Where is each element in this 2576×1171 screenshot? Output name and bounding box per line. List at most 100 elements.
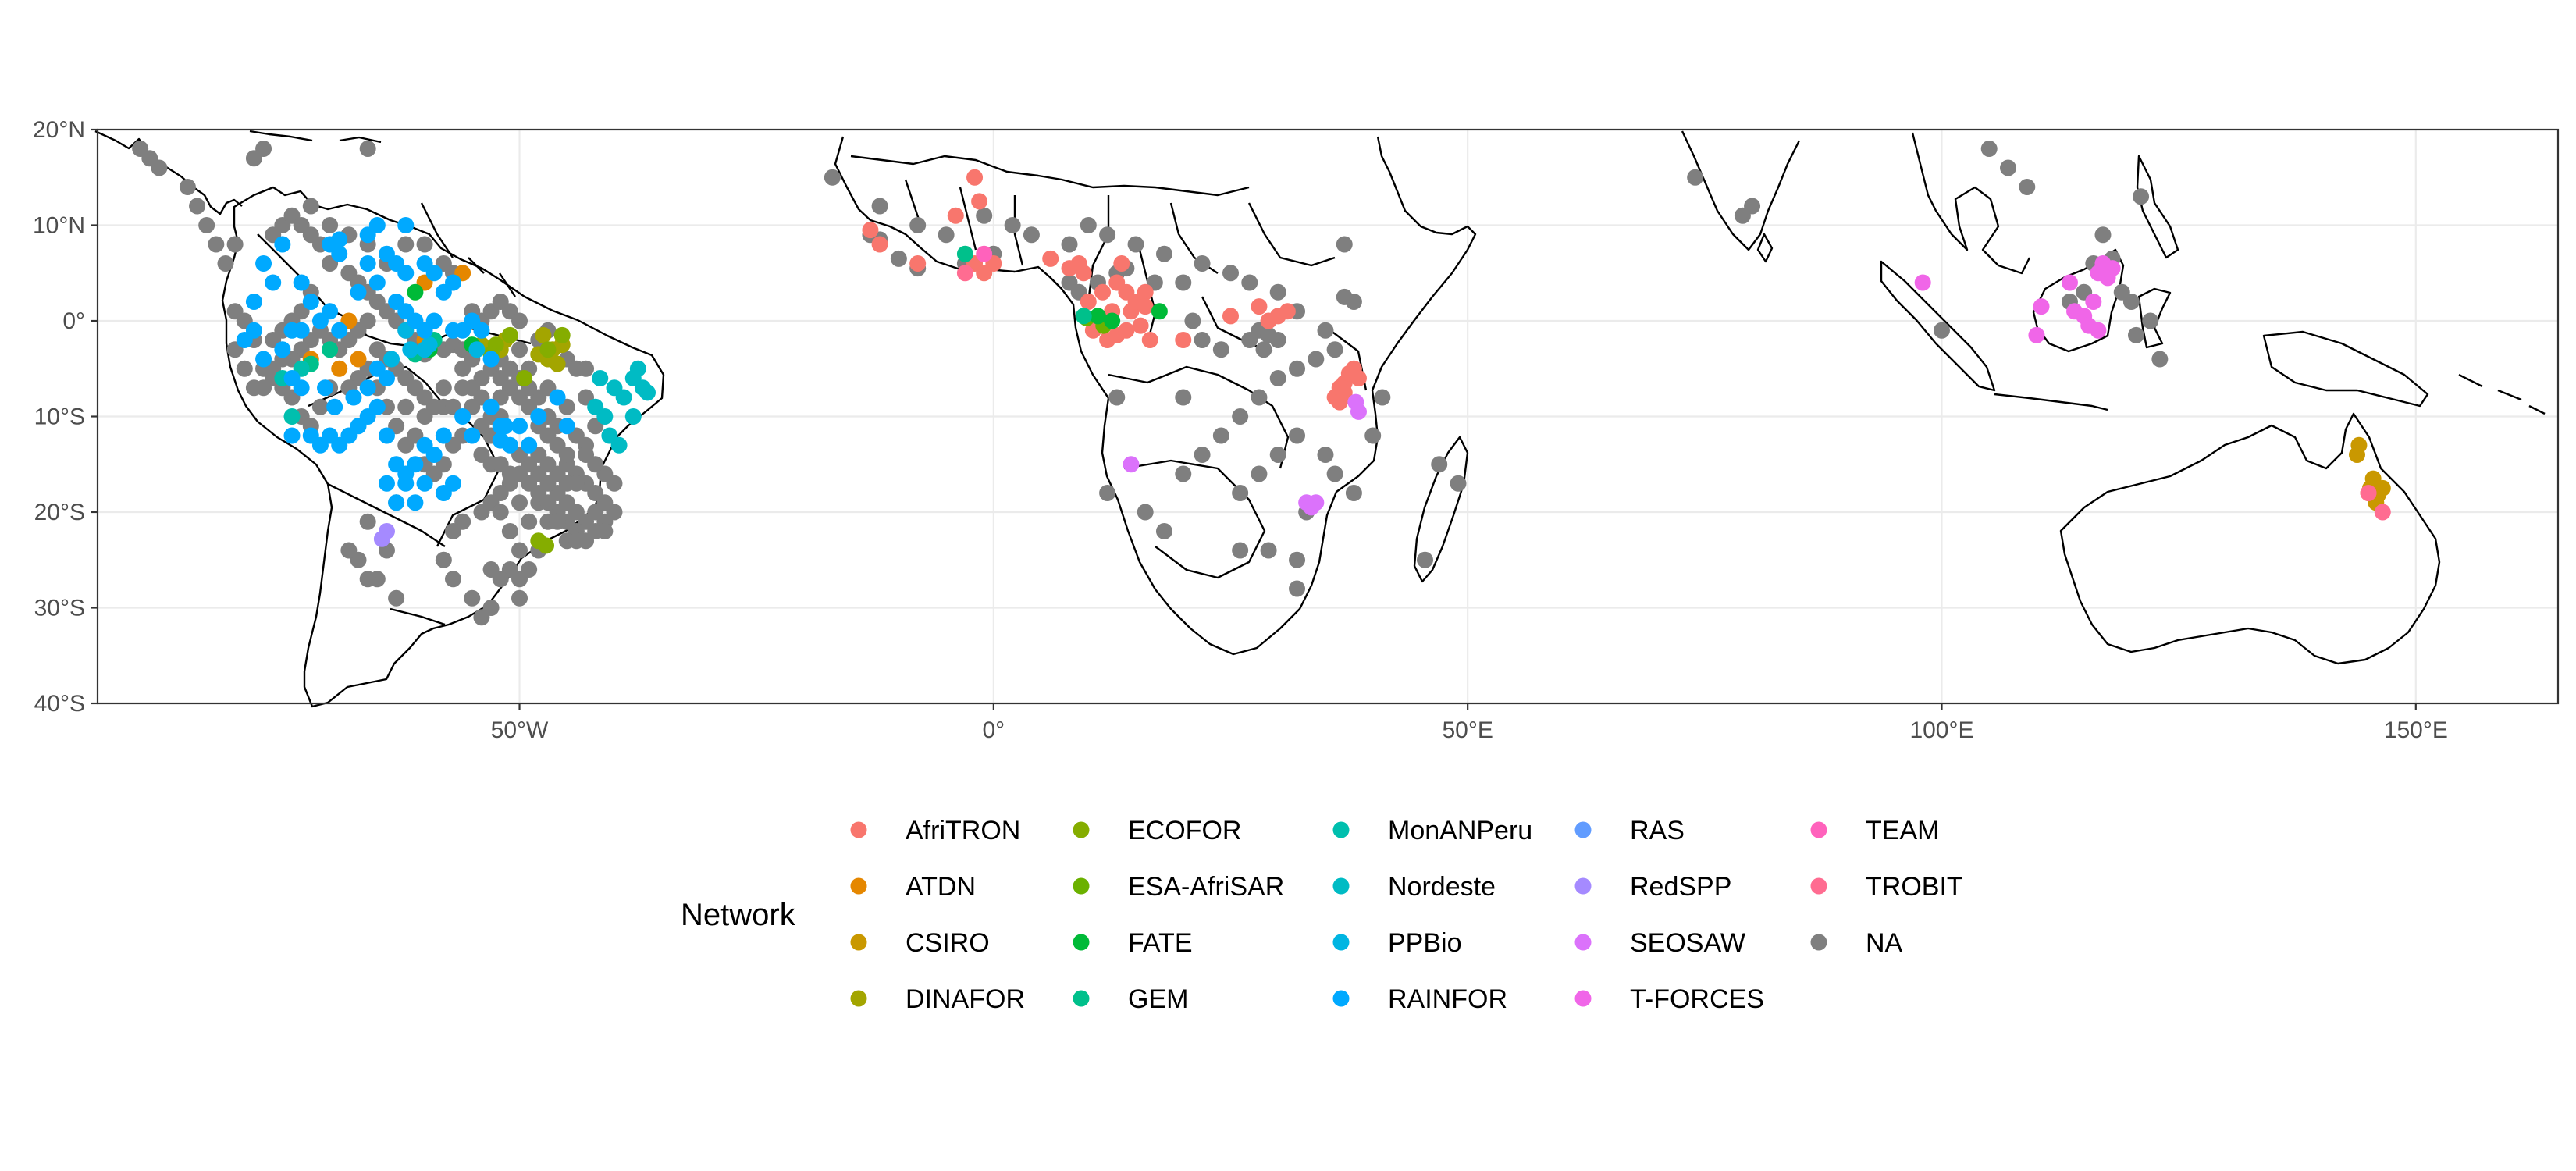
site-point-na	[1194, 332, 1211, 348]
site-point-rainfor	[331, 231, 348, 248]
site-point-na	[938, 226, 955, 244]
site-point-na	[578, 532, 595, 550]
legend-item-fate: FATE	[1073, 928, 1193, 958]
site-point-afritron	[1118, 322, 1135, 339]
site-point-rainfor	[435, 485, 452, 501]
site-point-t-forces	[2033, 298, 2050, 315]
site-point-rainfor	[317, 379, 334, 397]
site-point-na	[322, 217, 339, 233]
y-tick-label: 20°S	[34, 500, 85, 525]
legend-label: DINAFOR	[906, 984, 1025, 1014]
site-point-rainfor	[274, 341, 291, 358]
site-point-rainfor	[283, 427, 301, 444]
site-point-na	[416, 236, 433, 253]
legend-item-csiro: CSIRO	[850, 928, 990, 958]
x-tick-label: 50°W	[491, 717, 549, 743]
site-point-na	[2122, 294, 2140, 310]
site-point-afritron	[947, 207, 964, 224]
site-point-na	[511, 312, 528, 329]
java-outline	[1994, 393, 2108, 411]
y-tick-label: 30°S	[34, 596, 85, 621]
legend-item-ecofor: ECOFOR	[1073, 816, 1241, 845]
legend-label: Nordeste	[1388, 872, 1496, 902]
site-point-rainfor	[255, 255, 272, 272]
y-axis: 20°N 10°N 0° 10°S 20°S 30°S 40°S	[33, 117, 98, 717]
site-point-na	[1345, 294, 1362, 310]
site-point-na	[359, 141, 376, 157]
legend-label: NA	[1866, 928, 1903, 958]
sumatra-outline	[1880, 260, 1996, 392]
site-point-na	[890, 250, 907, 267]
site-point-rainfor	[435, 427, 452, 444]
site-point-na	[521, 561, 538, 578]
legend-item-trobit: TROBIT	[1810, 872, 1963, 902]
site-point-na	[1137, 504, 1154, 521]
legend-label: AfriTRON	[906, 816, 1020, 845]
legend-label: FATE	[1128, 928, 1193, 958]
site-point-na	[1212, 341, 1229, 358]
site-point-na	[1289, 360, 1306, 377]
site-point-afritron	[1175, 332, 1192, 348]
site-point-na	[1061, 236, 1078, 253]
site-point-rainfor	[407, 456, 424, 473]
site-point-na	[1364, 427, 1382, 444]
site-point-na	[1260, 542, 1277, 559]
legend-label: RAS	[1630, 816, 1685, 845]
legend-item-atdn: ATDN	[850, 872, 976, 902]
site-point-afritron	[971, 193, 988, 210]
site-point-nordeste	[639, 384, 656, 401]
site-point-afritron	[871, 236, 888, 253]
site-point-afritron	[909, 255, 927, 272]
site-point-afritron	[1080, 294, 1097, 310]
site-point-na	[407, 379, 424, 397]
legend-swatch	[1073, 877, 1090, 895]
site-point-na	[1269, 283, 1286, 301]
legend-label: TROBIT	[1866, 872, 1963, 902]
site-point-rainfor	[236, 332, 253, 348]
site-point-na	[1308, 351, 1325, 368]
site-point-na	[511, 341, 528, 358]
site-point-afritron	[1137, 298, 1154, 315]
site-point-na	[976, 207, 993, 224]
site-point-fate	[1104, 312, 1121, 329]
site-point-t-forces	[1914, 274, 1931, 291]
legend-title: Network	[681, 898, 796, 932]
southeast-asia-outline	[1911, 132, 2031, 275]
site-points	[132, 141, 2391, 626]
site-point-na	[558, 475, 575, 492]
site-point-t-forces	[2090, 322, 2107, 339]
site-point-na	[1374, 389, 1391, 406]
legend-item-na: NA	[1810, 928, 1903, 958]
site-point-na	[871, 198, 888, 215]
site-point-na	[1289, 580, 1306, 597]
site-point-na	[1251, 389, 1268, 406]
legend-item-dinafor: DINAFOR	[850, 984, 1025, 1014]
site-point-nordeste	[615, 389, 632, 406]
legend-item-t-forces: T-FORCES	[1574, 984, 1764, 1014]
site-point-na	[1080, 217, 1097, 233]
site-point-na	[1004, 217, 1021, 233]
legend-item-monanperu: MonANPeru	[1332, 816, 1532, 845]
legend-item-esa-afrisar: ESA-AfriSAR	[1073, 872, 1284, 902]
site-point-na	[2127, 326, 2144, 343]
site-point-nordeste	[629, 360, 646, 377]
legend-swatch	[1574, 877, 1592, 895]
site-point-t-forces	[2099, 269, 2116, 287]
site-point-rainfor	[368, 398, 386, 415]
site-point-na	[435, 551, 452, 568]
site-point-rainfor	[293, 322, 310, 339]
site-point-na	[2094, 226, 2112, 244]
site-point-na	[1980, 141, 1998, 157]
site-point-afritron	[1350, 370, 1367, 386]
india-outline	[1681, 130, 1801, 251]
site-point-t-forces	[2028, 326, 2045, 343]
site-point-na	[539, 494, 557, 511]
legend-label: SEOSAW	[1630, 928, 1745, 958]
site-point-na	[397, 236, 415, 253]
site-point-afritron	[1222, 308, 1239, 325]
site-point-t-forces	[2085, 294, 2102, 310]
site-point-ppbio	[383, 351, 400, 368]
site-point-rainfor	[265, 274, 282, 291]
site-point-na	[435, 379, 452, 397]
site-point-ecofor	[516, 370, 533, 386]
